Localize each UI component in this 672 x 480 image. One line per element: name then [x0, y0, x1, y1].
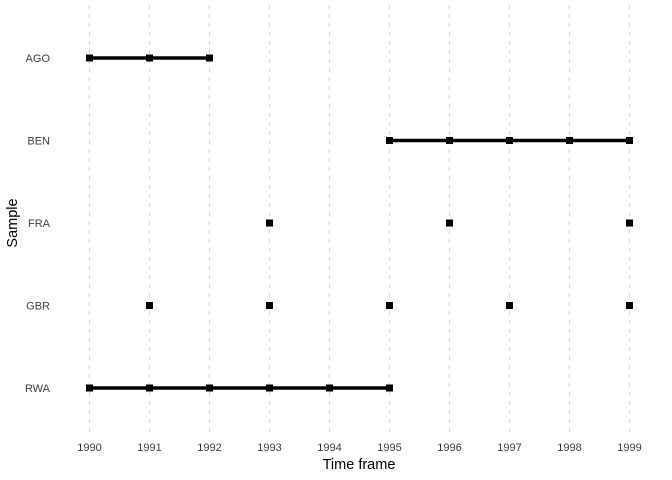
y-category-label-RWA: RWA	[25, 383, 51, 395]
x-tick-label-1996: 1996	[437, 442, 461, 454]
marker-GBR-1993	[266, 302, 273, 309]
marker-BEN-1998	[566, 137, 573, 144]
marker-BEN-1996	[446, 137, 453, 144]
marker-BEN-1995	[386, 137, 393, 144]
marker-RWA-1991	[146, 384, 153, 392]
marker-GBR-1995	[386, 302, 393, 309]
marker-FRA-1999	[626, 219, 633, 227]
marker-RWA-1995	[386, 384, 393, 392]
x-tick-label-1997: 1997	[497, 442, 521, 454]
y-category-label-FRA: FRA	[28, 218, 51, 230]
marker-GBR-1997	[506, 302, 513, 309]
marker-RWA-1990	[86, 384, 93, 392]
x-tick-label-1990: 1990	[77, 442, 101, 454]
x-tick-label-1994: 1994	[317, 442, 341, 454]
marker-AGO-1991	[146, 54, 153, 62]
marker-BEN-1999	[626, 137, 633, 144]
marker-RWA-1993	[266, 384, 273, 392]
marker-AGO-1990	[86, 54, 93, 62]
marker-BEN-1997	[506, 137, 513, 144]
marker-FRA-1993	[266, 219, 273, 227]
marker-RWA-1994	[326, 384, 333, 392]
marker-FRA-1996	[446, 219, 453, 227]
y-category-label-GBR: GBR	[26, 301, 50, 313]
x-tick-label-1999: 1999	[617, 442, 641, 454]
x-tick-label-1991: 1991	[137, 442, 161, 454]
y-axis-title: Sample	[4, 198, 21, 248]
x-tick-label-1998: 1998	[557, 442, 581, 454]
x-tick-label-1992: 1992	[197, 442, 221, 454]
x-tick-label-1993: 1993	[257, 442, 281, 454]
y-category-label-AGO: AGO	[26, 53, 51, 65]
marker-AGO-1992	[206, 54, 213, 62]
marker-RWA-1992	[206, 384, 213, 392]
x-axis-title: Time frame	[322, 457, 396, 473]
x-tick-label-1995: 1995	[377, 442, 401, 454]
marker-GBR-1999	[626, 302, 633, 309]
marker-GBR-1991	[146, 302, 153, 309]
y-category-label-BEN: BEN	[27, 136, 50, 148]
